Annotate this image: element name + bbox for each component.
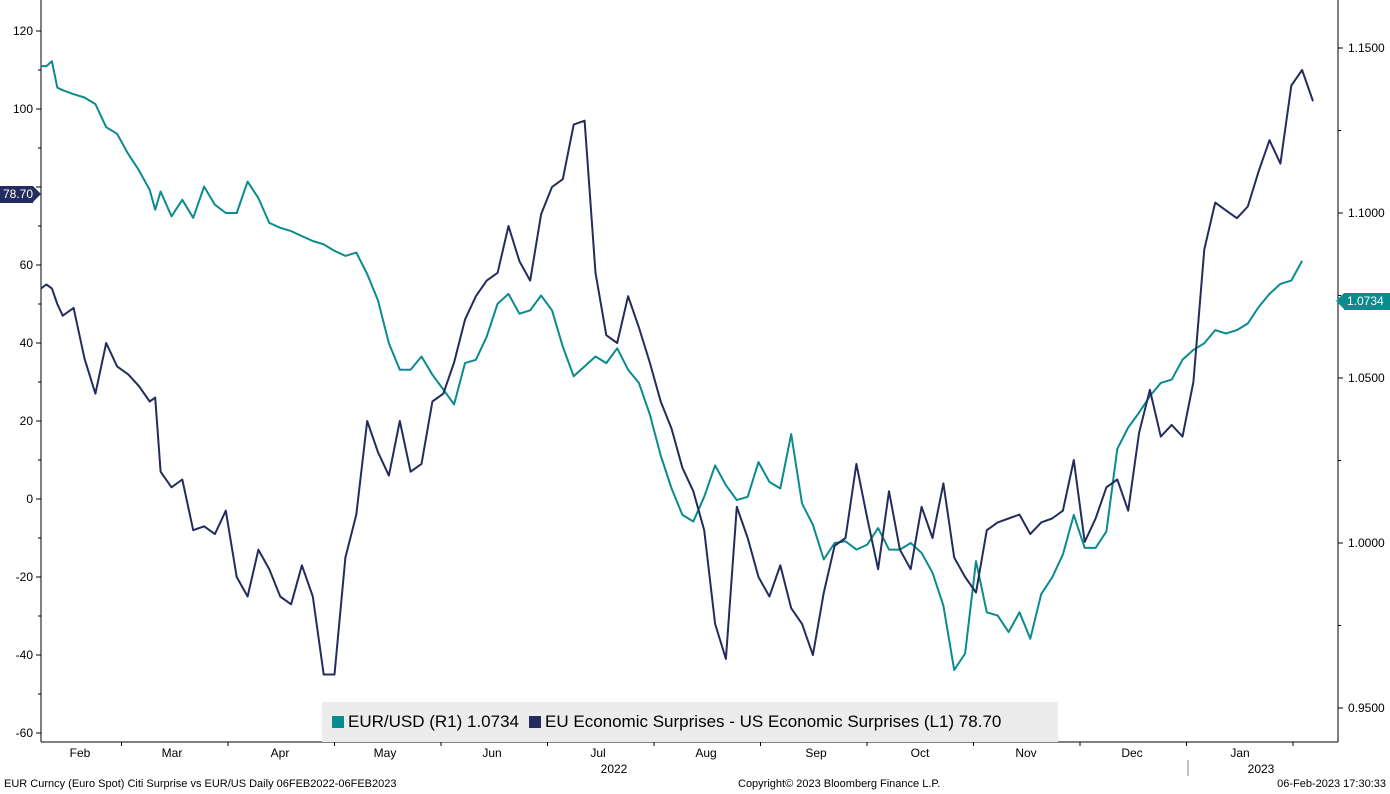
footer-timestamp: 06-Feb-2023 17:30:33 [1277, 778, 1386, 790]
legend-label-surprise: EU Economic Surprises - US Economic Surp… [545, 712, 1002, 731]
month-label-jul: Jul [590, 746, 605, 760]
series-line-surprise [40, 69, 1314, 676]
legend-swatch-surprise [529, 716, 542, 728]
left-tick-label: -40 [16, 648, 34, 662]
left-axis-ticks: 120 100 60 40 20 0 -20 -40 -60 [13, 24, 41, 740]
right-tick-label: 1.1500 [1348, 41, 1385, 55]
month-label-mar: Mar [162, 746, 183, 760]
right-tick-label: 0.9500 [1348, 701, 1385, 715]
legend-swatch-eurusd [332, 716, 344, 728]
left-tick-label: 20 [20, 414, 34, 428]
year-label-2023: 2023 [1248, 762, 1275, 776]
month-label-feb: Feb [70, 746, 91, 760]
left-tick-label: -60 [16, 726, 34, 740]
left-tick-label: -20 [16, 570, 34, 584]
month-label-jan: Jan [1230, 746, 1249, 760]
year-label-2022: 2022 [601, 762, 628, 776]
month-label-apr: Apr [271, 746, 290, 760]
month-label-aug: Aug [695, 746, 716, 760]
left-tick-label: 120 [13, 24, 33, 38]
right-last-value-tag: 1.0734 [1336, 293, 1390, 310]
month-label-sep: Sep [805, 746, 827, 760]
month-label-may: May [374, 746, 397, 760]
left-last-value-tag: 78.70 [0, 186, 41, 203]
legend-item-eurusd: EUR/USD (R1) 1.0734 [332, 712, 519, 732]
x-axis-month-labels: Feb Mar Apr May Jun Jul Aug Sep Oct Nov Dec Jan 2022… [70, 742, 1294, 776]
legend-item-surprise: EU Economic Surprises - US Economic Surp… [529, 712, 1001, 732]
footer-left: EUR Curncy (Euro Spot) Citi Surprise vs … [4, 778, 397, 790]
left-tick-label: 60 [20, 258, 34, 272]
month-label-dec: Dec [1121, 746, 1142, 760]
month-label-oct: Oct [911, 746, 930, 760]
left-tick-label: 100 [13, 102, 33, 116]
right-tick-label: 1.1000 [1348, 206, 1385, 220]
axes [40, 0, 1339, 743]
month-label-jun: Jun [482, 746, 501, 760]
left-tick-label: 40 [20, 336, 34, 350]
right-tick-label: 1.0000 [1348, 536, 1385, 550]
month-label-nov: Nov [1015, 746, 1036, 760]
left-tick-label: 0 [26, 492, 33, 506]
footer-copyright: Copyright© 2023 Bloomberg Finance L.P. [738, 778, 941, 790]
legend-label-eurusd: EUR/USD (R1) 1.0734 [348, 712, 520, 731]
right-axis-ticks: 1.1500 1.1000 1.0500 1.0000 0.9500 [1338, 41, 1385, 715]
legend: EUR/USD (R1) 1.0734 EU Economic Surprise… [322, 702, 1058, 742]
right-tick-label: 1.0500 [1348, 371, 1385, 385]
series-lines [40, 60, 1314, 676]
series-line-eurusd [41, 60, 1303, 671]
